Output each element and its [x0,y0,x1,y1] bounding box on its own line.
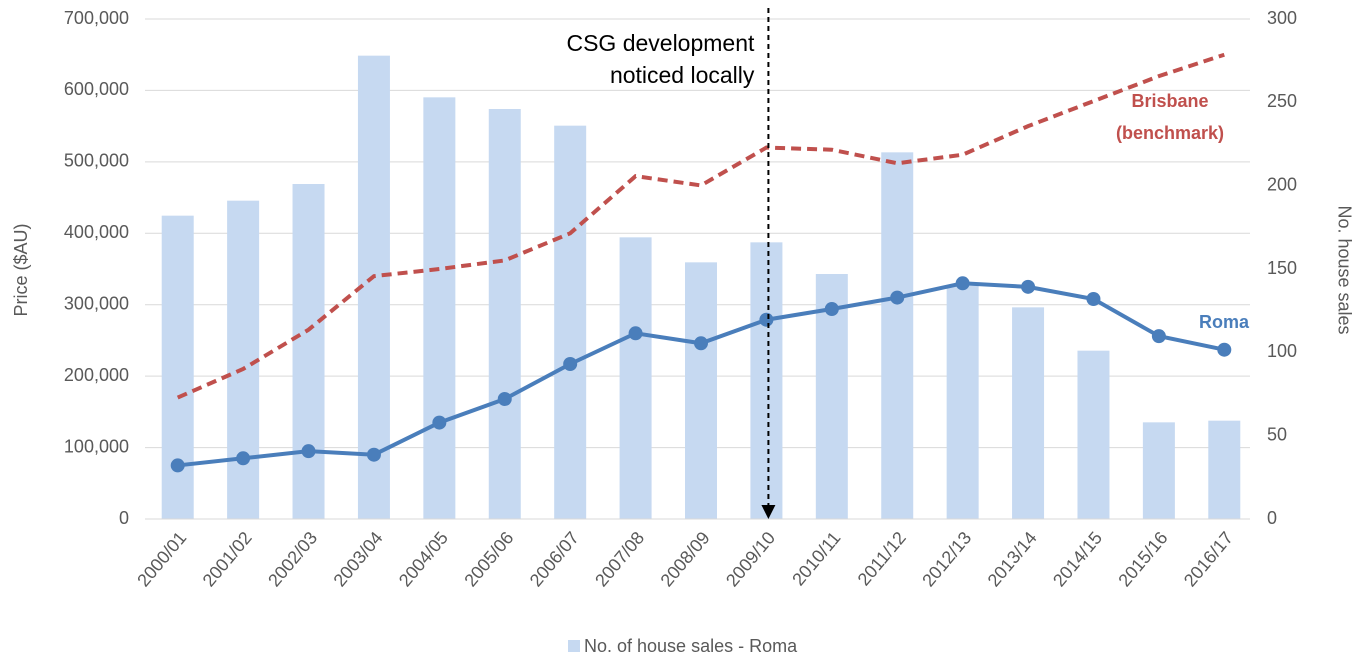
y-axis-title: Price ($AU) [11,223,31,316]
bar [227,200,260,519]
x-tick-label: 2016/17 [1180,528,1237,591]
y2-tick-label: 100 [1267,341,1297,361]
y-tick-label: 700,000 [64,8,129,28]
y2-tick-label: 300 [1267,8,1297,28]
bar [619,237,652,520]
bar [292,184,325,519]
x-tick-label: 2004/05 [395,528,452,591]
legend-label: No. of house sales - Roma [584,636,798,656]
y2-tick-label: 250 [1267,91,1297,111]
marker [824,302,839,316]
x-tick-label: 2007/08 [591,528,648,591]
x-tick-label: 2003/04 [329,528,386,591]
marker [1217,342,1232,357]
marker [170,458,185,473]
y-tick-label: 200,000 [64,365,129,385]
marker [1151,329,1166,344]
x-tick-label: 2008/09 [657,528,714,591]
x-tick-label: 2011/12 [854,528,910,590]
marker [759,312,774,327]
x-tick-label: 2012/13 [918,528,975,591]
marker [1021,279,1036,294]
bar [1142,422,1175,519]
marker [1086,292,1101,306]
x-tick-label: 2001/02 [199,528,256,591]
marker [497,392,512,406]
y2-tick-label: 200 [1267,174,1297,194]
annotation: CSG development [566,30,755,56]
marker [236,451,251,466]
x-tick-label: 2005/06 [460,528,517,591]
annotation: noticed locally [610,62,755,88]
marker [432,415,447,430]
bar [161,215,194,519]
bar [423,97,456,519]
bar [946,285,979,519]
bar [750,242,783,520]
y2-tick-label: 50 [1267,424,1287,444]
bar [1077,350,1110,519]
x-tick-label: 2014/15 [1049,528,1106,591]
bar [1012,307,1045,519]
legend-swatch [568,640,580,652]
bar [685,262,717,519]
x-tick-label: 2000/01 [133,528,190,591]
marker [628,326,643,341]
marker [890,290,905,305]
y-tick-label: 400,000 [64,222,129,242]
x-tick-label: 2002/03 [264,528,321,591]
y2-tick-label: 150 [1267,258,1297,278]
bar [1208,420,1241,519]
bar [554,125,587,520]
y-tick-label: 500,000 [64,151,129,171]
y-tick-label: 600,000 [64,79,129,99]
arrow-head [761,505,776,519]
series-label: Roma [1199,312,1250,332]
bar [881,152,914,520]
marker [366,447,381,462]
x-tick-label: 2006/07 [526,528,583,591]
y2-axis-title: No. house sales [1334,205,1354,334]
marker [955,276,970,291]
y-tick-label: 100,000 [64,436,129,456]
x-tick-label: 2010/11 [788,528,844,590]
y-tick-label: 0 [119,508,129,528]
marker [563,357,578,371]
marker [301,444,316,459]
x-tick-label: 2015/16 [1114,528,1171,591]
marker [694,336,708,351]
y-tick-label: 300,000 [64,293,129,313]
y2-tick-label: 0 [1267,508,1277,528]
x-tick-label: 2009/10 [722,528,779,591]
x-tick-label: 2013/14 [984,528,1041,591]
bar [488,109,521,519]
series-label: Brisbane (benchmark) [1116,91,1224,143]
